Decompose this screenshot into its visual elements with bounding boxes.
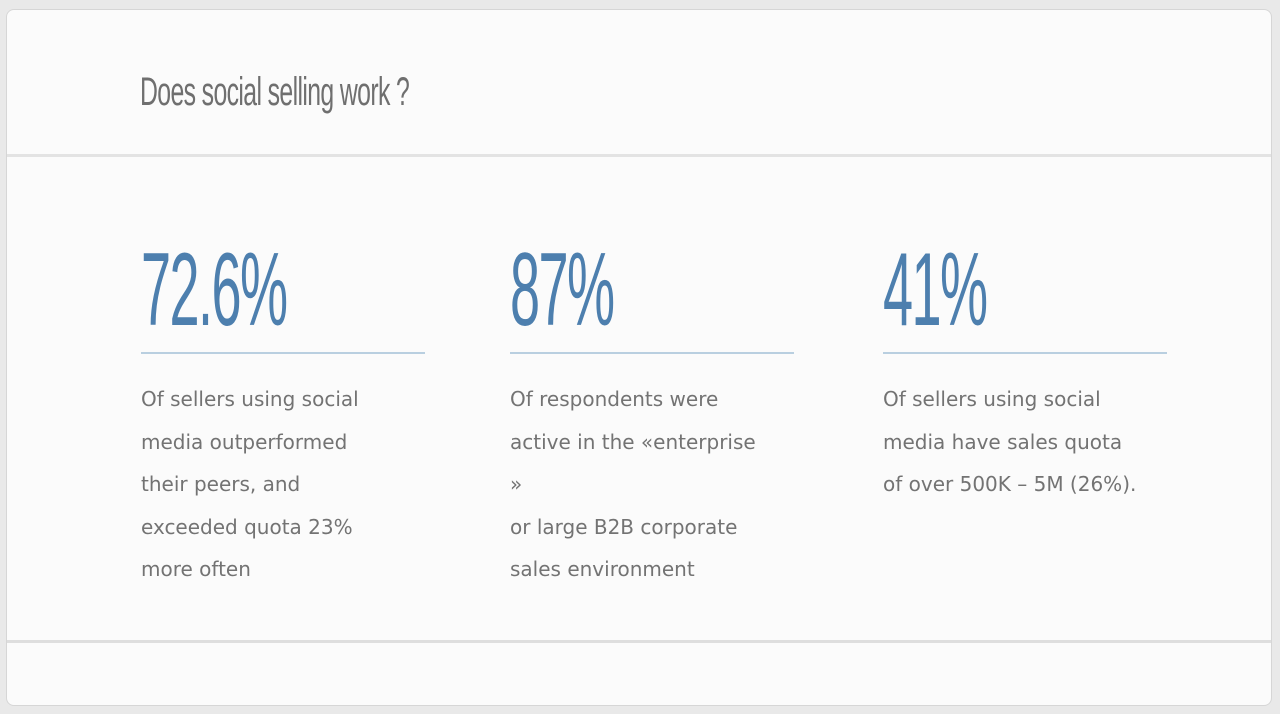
stat-block-sellers-outperformed: 72.6% Of sellers using social media outp… (141, 232, 431, 581)
stat-value: 72.6% (141, 232, 288, 348)
stat-value: 87% (510, 232, 615, 348)
slide-title: Does social selling work ? (140, 70, 410, 114)
stat-description: Of respondents were active in the «enter… (510, 387, 756, 581)
stat-description: Of sellers using social media outperform… (141, 387, 359, 581)
stat-underline (510, 352, 794, 354)
stat-description: Of sellers using social media have sales… (883, 387, 1137, 496)
stat-underline (883, 352, 1167, 354)
slide-frame: Does social selling work ? 72.6% Of sell… (6, 9, 1272, 706)
stat-block-enterprise-respondents: 87% Of respondents were active in the «e… (510, 232, 800, 581)
stat-underline (141, 352, 425, 354)
stat-block-sales-quota: 41% Of sellers using social media have s… (883, 232, 1173, 496)
stat-value: 41% (883, 232, 988, 348)
bottom-divider (7, 640, 1271, 643)
top-divider (7, 154, 1271, 157)
